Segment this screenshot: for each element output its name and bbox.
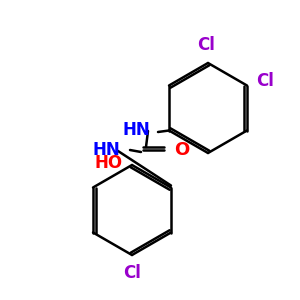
Text: HN: HN <box>92 141 120 159</box>
Text: O: O <box>174 141 189 159</box>
Text: HN: HN <box>122 121 150 139</box>
Text: Cl: Cl <box>197 36 215 54</box>
Text: HO: HO <box>95 154 123 172</box>
Text: Cl: Cl <box>256 73 274 91</box>
Text: Cl: Cl <box>123 264 141 282</box>
